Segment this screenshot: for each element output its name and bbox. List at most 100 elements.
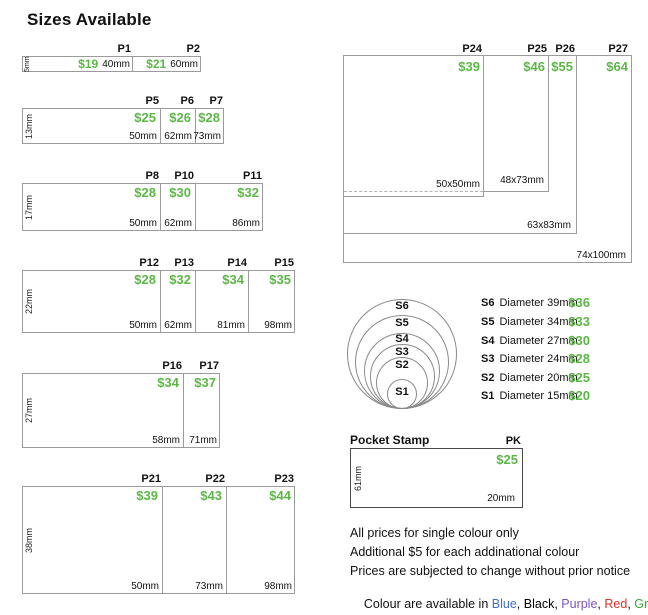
cell-divider <box>195 108 196 144</box>
separator: , <box>597 597 605 611</box>
cell-label-p1: P1 <box>117 43 131 55</box>
nested-size-label-p26: 63x83mm <box>527 220 571 231</box>
colour-word-blue: Blue <box>491 597 517 611</box>
circle-label-s5: S5 <box>395 317 409 329</box>
circle-label-s2: S2 <box>395 359 409 371</box>
cell-divider <box>160 108 161 144</box>
nested-label-p24: P24 <box>462 43 482 55</box>
cell-label-p5: P5 <box>145 95 159 107</box>
cell-width-label-p2: 60mm <box>170 58 198 70</box>
circle-label-s4: S4 <box>395 333 409 345</box>
row-rect-13mm <box>22 108 224 144</box>
circle-s1 <box>387 379 417 409</box>
size-list-row-s3: S3 Diameter 24mm <box>481 353 578 365</box>
cell-price-p15: $35 <box>269 272 291 287</box>
cell-width-label-p14: 81mm <box>217 320 245 331</box>
row-rect-38mm <box>22 486 295 594</box>
cell-divider <box>248 270 249 333</box>
size-list-desc: Diameter 27mm <box>499 335 578 347</box>
cell-price-p2: $21 <box>146 57 167 71</box>
cell-price-p1: $19 <box>78 57 99 71</box>
cell-width-label-p15: 98mm <box>264 320 292 331</box>
row-height-label: 17mm <box>24 194 34 220</box>
size-list-price-s3: $28 <box>568 351 590 366</box>
size-list-row-s6: S6 Diameter 39mm <box>481 297 578 309</box>
size-list-desc: Diameter 39mm <box>499 297 578 309</box>
nested-price-p24: $39 <box>458 59 480 74</box>
cell-price-p16: $34 <box>157 375 179 390</box>
size-list-desc: Diameter 24mm <box>499 353 578 365</box>
cell-label-p21: P21 <box>141 473 161 485</box>
cell-width-label-p23: 98mm <box>264 581 292 592</box>
nested-label-p26: P26 <box>555 43 575 55</box>
cell-price-p12: $28 <box>134 272 156 287</box>
colour-availability-line: Colour are available in Blue, Black, Pur… <box>350 583 648 615</box>
size-list-id: S6 <box>481 297 495 309</box>
colour-word-green: Green <box>634 597 648 611</box>
size-list-desc: Diameter 15mm <box>499 390 578 402</box>
cell-price-p14: $34 <box>222 272 244 287</box>
cell-divider <box>160 270 161 333</box>
note-line-3: Prices are subjected to change without p… <box>350 564 631 578</box>
pocket-height-label: 61mm <box>353 465 363 491</box>
size-list-desc: Diameter 20mm <box>499 372 578 384</box>
hidden-edge-dashed-line <box>344 191 483 192</box>
cell-price-p7: $28 <box>198 110 220 125</box>
size-list-price-s6: $36 <box>568 295 590 310</box>
cell-label-p10: P10 <box>174 170 194 182</box>
cell-label-p12: P12 <box>139 257 159 269</box>
cell-price-p21: $39 <box>136 488 158 503</box>
separator: , <box>554 597 562 611</box>
cell-width-label-p6: 62mm <box>164 131 192 142</box>
size-list-row-s4: S4 Diameter 27mm <box>481 335 578 347</box>
nested-price-p25: $46 <box>523 59 545 74</box>
pocket-width-label: 20mm <box>487 493 515 504</box>
cell-label-p11: P11 <box>243 170 262 182</box>
page-title: Sizes Available <box>27 10 152 29</box>
cell-price-p6: $26 <box>169 110 191 125</box>
row-rect-22mm <box>22 270 295 333</box>
cell-price-p17: $37 <box>194 375 216 390</box>
size-list-desc: Diameter 34mm <box>499 316 578 328</box>
nested-label-p25: P25 <box>527 43 547 55</box>
size-list-row-s5: S5 Diameter 34mm <box>481 316 578 328</box>
cell-label-p6: P6 <box>180 95 194 107</box>
cell-price-p5: $25 <box>134 110 156 125</box>
nested-price-p26: $55 <box>551 59 573 74</box>
cell-label-p14: P14 <box>227 257 247 269</box>
note-line-1: All prices for single colour only <box>350 526 519 540</box>
row-height-label: 27mm <box>24 398 34 424</box>
size-list-id: S1 <box>481 390 495 402</box>
cell-label-p8: P8 <box>145 170 159 182</box>
size-list-id: S4 <box>481 335 495 347</box>
cell-width-label-p10: 62mm <box>164 218 192 229</box>
size-list-price-s4: $30 <box>568 333 590 348</box>
cell-label-p2: P2 <box>186 43 200 55</box>
row-rect-17mm <box>22 183 263 231</box>
nested-size-label-p27: 74x100mm <box>576 250 626 261</box>
row-height-label: 5mm <box>24 56 31 72</box>
size-list-row-s2: S2 Diameter 20mm <box>481 372 578 384</box>
cell-label-p22: P22 <box>205 473 225 485</box>
size-list-id: S3 <box>481 353 495 365</box>
cell-width-label-p21: 50mm <box>131 581 159 592</box>
cell-p1: $19 40mm <box>32 57 130 71</box>
row-rect-5mm <box>22 56 201 72</box>
size-list-price-s1: $20 <box>568 388 590 403</box>
size-list-id: S5 <box>481 316 495 328</box>
nested-label-p27: P27 <box>608 43 628 55</box>
cell-p2: $21 60mm <box>134 57 198 71</box>
separator: , <box>627 597 635 611</box>
row-height-label: 13mm <box>24 113 34 139</box>
nested-size-label-p25: 48x73mm <box>500 175 544 186</box>
cell-divider <box>195 270 196 333</box>
nested-rect-p24 <box>343 55 484 197</box>
cell-price-p10: $30 <box>169 185 191 200</box>
cell-label-p15: P15 <box>274 257 294 269</box>
cell-width-label-p22: 73mm <box>195 581 223 592</box>
cell-width-label-p11: 86mm <box>232 218 260 229</box>
row-height-label: 38mm <box>24 527 34 553</box>
pocket-price: $25 <box>496 452 518 467</box>
size-list-row-s1: S1 Diameter 15mm <box>481 390 578 402</box>
